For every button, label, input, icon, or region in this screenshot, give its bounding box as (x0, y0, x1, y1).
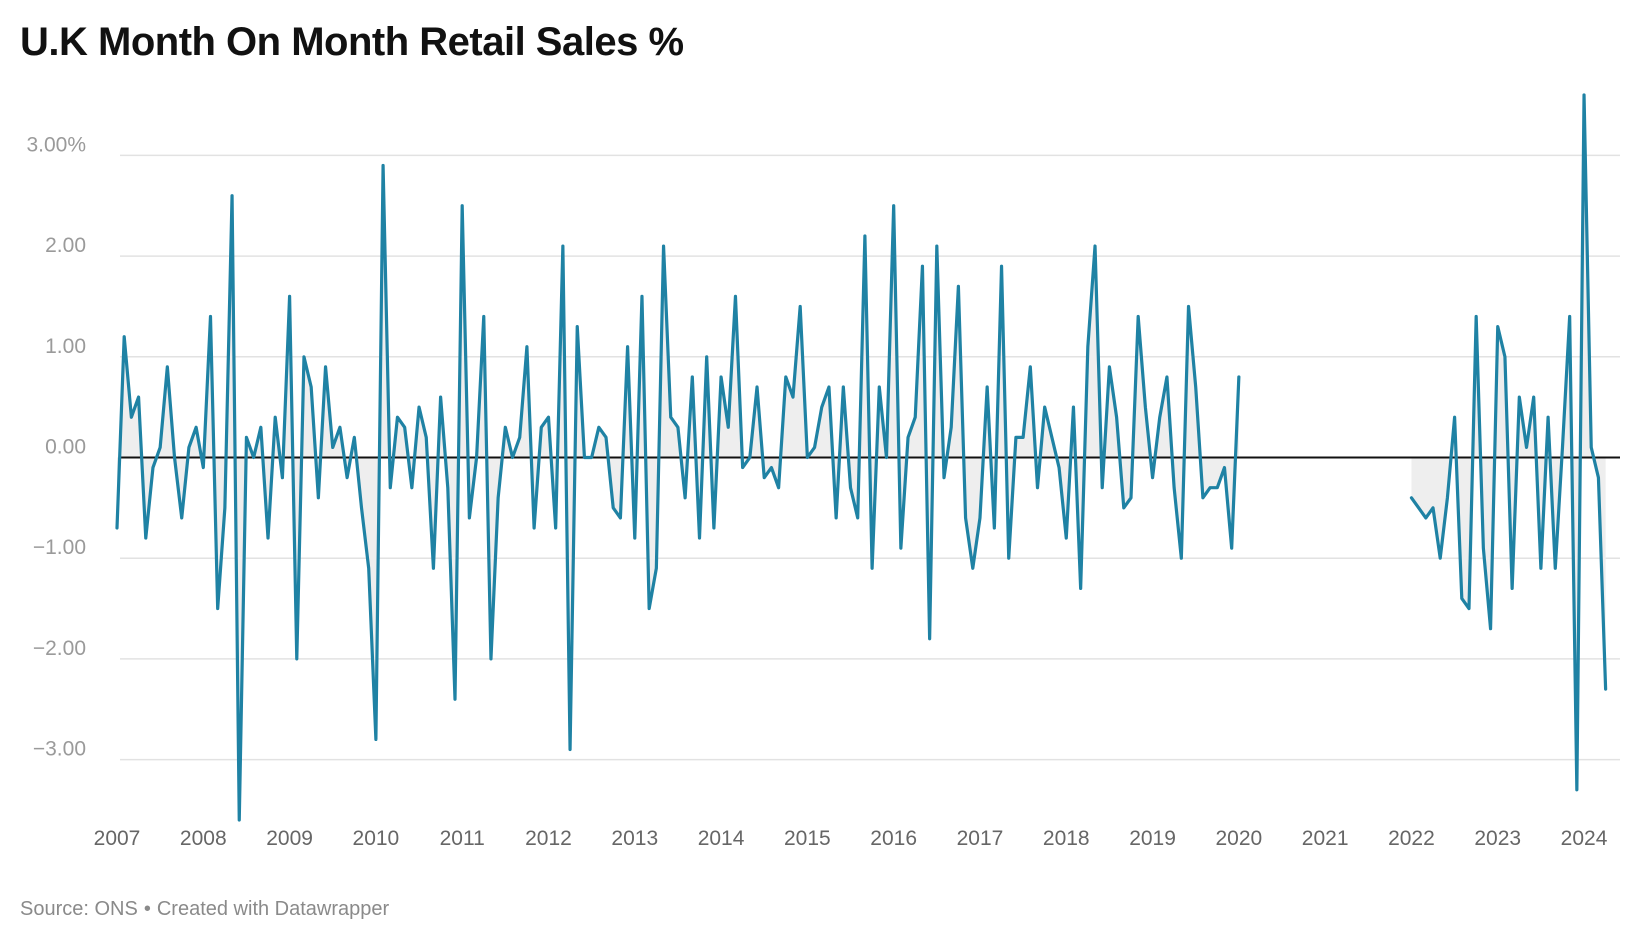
y-tick-label: 0.00 (45, 436, 86, 459)
chart-footer: Source: ONS • Created with Datawrapper (20, 898, 389, 921)
series-line-segment (1409, 93, 1608, 792)
x-tick-label: 2023 (1474, 827, 1521, 850)
x-tick-label: 2012 (525, 827, 572, 850)
y-tick-label: −1.00 (33, 536, 86, 559)
series-lines (115, 93, 1608, 822)
x-tick-label: 2017 (957, 827, 1004, 850)
y-axis-ticks: 3.00% 2.00 1.00 0.00 −1.00 −2.00 −3.00 (26, 133, 86, 760)
area-fill-segment (1411, 95, 1606, 790)
y-tick-label: −2.00 (33, 637, 86, 660)
x-tick-label: 2022 (1388, 827, 1435, 850)
x-tick-label: 2008 (180, 827, 227, 850)
x-tick-label: 2007 (94, 827, 141, 850)
x-tick-label: 2015 (784, 827, 831, 850)
x-tick-label: 2019 (1129, 827, 1176, 850)
x-tick-label: 2013 (611, 827, 658, 850)
x-tick-label: 2011 (440, 827, 485, 850)
source-label: Source: ONS (20, 898, 138, 920)
x-tick-label: 2016 (870, 827, 917, 850)
x-tick-label: 2009 (266, 827, 313, 850)
y-tick-label: 1.00 (45, 335, 86, 358)
chart-title: U.K Month On Month Retail Sales % (20, 20, 684, 64)
x-tick-label: 2021 (1302, 827, 1349, 850)
y-tick-label: 3.00% (26, 133, 86, 156)
x-tick-label: 2010 (353, 827, 400, 850)
x-tick-label: 2014 (698, 827, 745, 850)
x-tick-label: 2024 (1561, 827, 1608, 850)
y-tick-label: 2.00 (45, 234, 86, 257)
area-fill-segment (117, 165, 1239, 821)
footer-separator: • (143, 898, 151, 920)
credit-label: Created with Datawrapper (156, 898, 390, 920)
series-line-segment (115, 163, 1241, 822)
x-axis-ticks: 2007 2008 2009 2010 2011 2012 2013 2014 2015 2016… (94, 827, 1608, 850)
x-tick-label: 2018 (1043, 827, 1090, 850)
y-tick-label: −3.00 (33, 738, 86, 761)
x-tick-label: 2020 (1215, 827, 1262, 850)
